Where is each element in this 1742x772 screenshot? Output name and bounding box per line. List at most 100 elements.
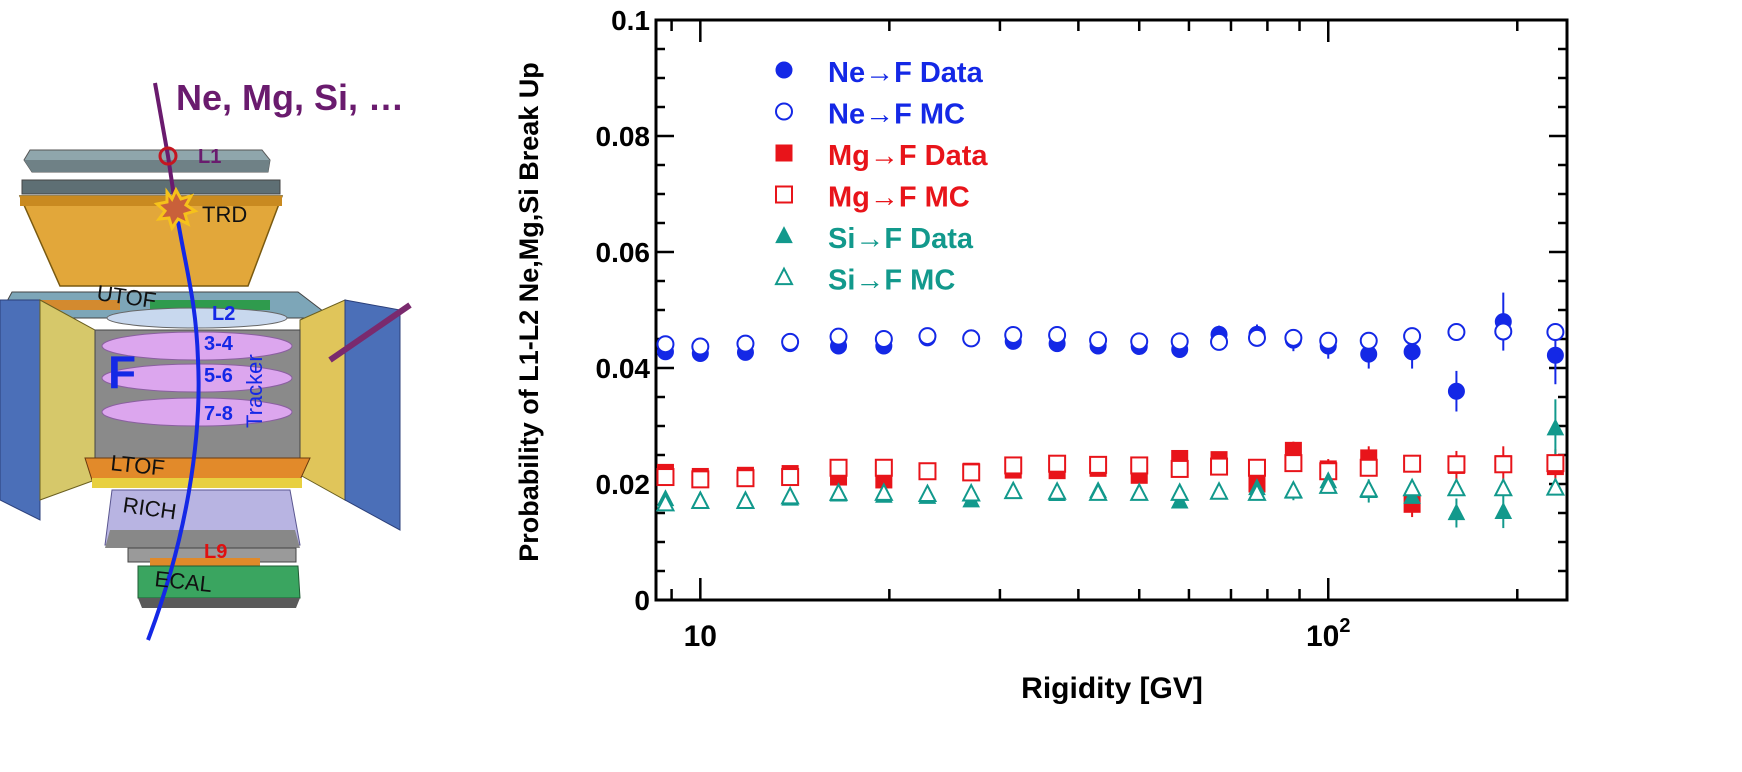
point-open-triangle [690, 490, 710, 509]
point-open-circle [874, 330, 893, 348]
point-open-square [1048, 454, 1067, 473]
point-open-triangle [780, 485, 800, 505]
point-open-triangle [1129, 482, 1149, 501]
point-open-square [1247, 458, 1266, 477]
point-open-square [691, 470, 710, 489]
interaction-star [153, 186, 199, 232]
legend-marker [775, 61, 793, 79]
trd-label: TRD [202, 202, 247, 227]
incoming-nuclei-label: Ne, Mg, Si, … [176, 77, 404, 118]
point-open-triangle [735, 490, 756, 509]
point-open-square [1089, 455, 1108, 474]
point-open-triangle [917, 483, 938, 503]
point-open-triangle [1003, 480, 1023, 500]
l1-hit-marker [158, 146, 178, 166]
x-axis: 10 102 [670, 20, 1519, 653]
point-open-circle [829, 327, 848, 346]
point-open-triangle [874, 482, 894, 501]
point-open-square [1447, 455, 1466, 474]
point-open-square [1130, 456, 1149, 475]
x-axis-label: Rigidity [GV] [1021, 672, 1203, 705]
incoming-track [153, 82, 178, 211]
plot-frame [654, 18, 1569, 602]
legend: Ne→F Data Ne→F MC Mg→F Data Mg→F MC Si→F Dat… [774, 57, 988, 297]
legend-marker [775, 185, 793, 204]
point-open-triangle [1283, 479, 1304, 499]
point-open-triangle [1359, 478, 1379, 498]
y-axis: 0 0.02 0.04 0.06 0.08 0.1 [596, 5, 1567, 616]
legend-marker [775, 226, 793, 244]
point-open-circle [1089, 331, 1108, 350]
point-open-circle [1048, 325, 1067, 344]
point-open-square [1546, 454, 1565, 473]
y-tick-label: 0.06 [596, 237, 651, 268]
point-filled-circle [1546, 346, 1564, 364]
point-open-circle [781, 332, 800, 351]
point-open-square [1210, 457, 1229, 476]
chart: 0 0.02 0.04 0.06 0.08 0.1 10 102 Ne→F Data Ne→F… [514, 5, 1569, 705]
x-tick-label: 10 [684, 620, 717, 653]
point-open-triangle [1446, 477, 1467, 497]
point-open-circle [656, 335, 675, 354]
point-filled-circle [1447, 382, 1465, 400]
error-bars [664, 292, 1557, 529]
legend-marker [775, 102, 793, 121]
point-open-circle [1403, 327, 1422, 346]
legend-label: Mg→F MC [828, 182, 970, 214]
point-open-square [874, 458, 893, 477]
legend-label: Ne→F Data [828, 57, 984, 89]
y-tick-label: 0 [634, 585, 650, 616]
legend-label: Si→F MC [828, 265, 955, 297]
point-open-triangle [1247, 482, 1267, 501]
l56-label: 5-6 [204, 365, 233, 387]
legend-marker [775, 144, 793, 162]
point-open-triangle [1493, 477, 1513, 497]
point-open-circle [1359, 331, 1378, 350]
point-open-circle [1210, 332, 1229, 351]
point-open-circle [1170, 332, 1189, 351]
point-filled-triangle [1546, 418, 1565, 436]
detector-illustration: Ne, Mg, Si, … L1 TRD UTOF L2 3-4 5-6 7-8… [0, 77, 412, 641]
point-open-square [656, 468, 675, 487]
point-open-triangle [1402, 477, 1422, 497]
point-open-square [1403, 454, 1422, 473]
legend-label: Mg→F Data [828, 140, 988, 172]
point-open-circle [1247, 328, 1266, 347]
point-open-triangle [1209, 481, 1229, 500]
legend-label: Ne→F MC [828, 99, 965, 131]
point-open-circle [1546, 323, 1565, 342]
y-tick-label: 0.08 [596, 121, 651, 152]
point-open-square [1494, 455, 1513, 474]
legend-marker [774, 266, 794, 286]
point-open-triangle [828, 482, 849, 501]
point-open-square [781, 468, 800, 487]
point-open-triangle [1318, 475, 1338, 494]
y-tick-label: 0.04 [596, 353, 651, 384]
fragment-track [146, 209, 201, 641]
tracker-label: Tracker [242, 354, 267, 428]
point-filled-circle [1403, 343, 1421, 361]
point-open-square [918, 462, 937, 481]
x-tick-label: 102 [1306, 615, 1351, 653]
point-open-triangle [1088, 482, 1108, 501]
point-open-triangle [1170, 482, 1190, 501]
point-open-triangle [1545, 477, 1566, 496]
point-open-triangle [655, 492, 676, 512]
y-tick-label: 0.02 [596, 469, 651, 500]
point-open-square [1359, 458, 1378, 477]
point-open-square [962, 463, 981, 482]
y-tick-label: 0.1 [611, 5, 650, 36]
point-open-circle [1130, 332, 1149, 351]
l1-label: L1 [198, 146, 221, 168]
point-open-circle [691, 337, 710, 356]
data-points [655, 313, 1566, 521]
point-open-circle [1447, 323, 1466, 342]
point-open-square [736, 469, 755, 488]
point-open-square [829, 458, 848, 477]
point-open-circle [1319, 331, 1338, 350]
l2-label: L2 [212, 303, 235, 325]
point-open-circle [736, 334, 755, 353]
point-open-square [1004, 456, 1023, 475]
l78-label: 7-8 [204, 403, 233, 425]
